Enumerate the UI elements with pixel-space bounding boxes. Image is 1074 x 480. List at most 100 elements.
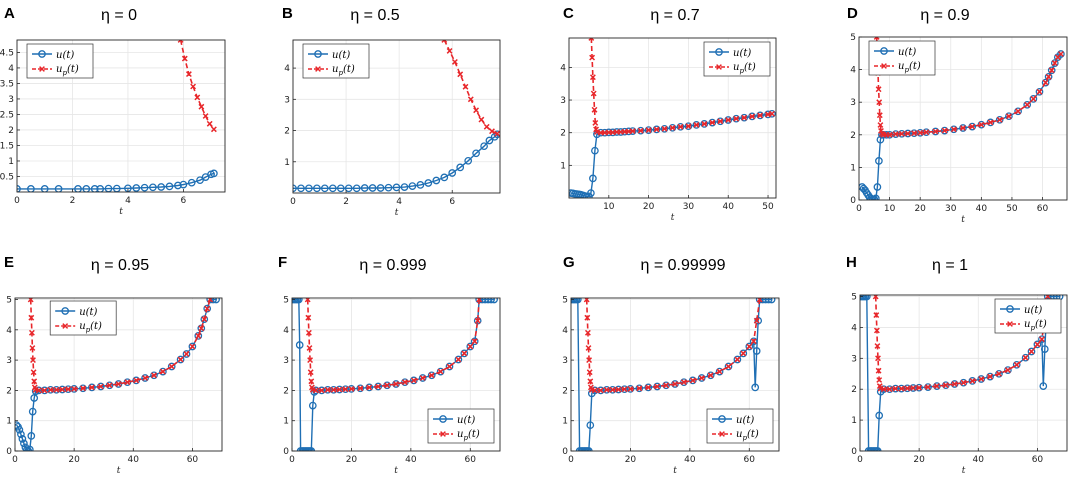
data-point-up bbox=[28, 329, 35, 336]
y-tick-label: 5 bbox=[283, 296, 289, 306]
data-point-u bbox=[392, 183, 401, 192]
data-point-u bbox=[176, 355, 185, 364]
series-line-up bbox=[585, 299, 761, 392]
panel-label: G bbox=[563, 254, 575, 271]
data-point-u bbox=[715, 367, 724, 376]
data-point-up bbox=[133, 377, 140, 384]
panel-label: B bbox=[282, 5, 293, 22]
data-point-up bbox=[680, 379, 687, 386]
data-point-u bbox=[445, 362, 454, 371]
x-axis-label: t bbox=[671, 213, 675, 223]
data-point-u bbox=[22, 446, 31, 451]
data-point-up bbox=[201, 316, 208, 323]
axes-box bbox=[292, 39, 501, 194]
data-point-up bbox=[996, 370, 1002, 377]
x-axis-label: t bbox=[961, 215, 965, 225]
legend-marker-u bbox=[715, 48, 723, 56]
axes-box bbox=[16, 39, 226, 193]
data-point-up bbox=[106, 382, 113, 389]
legend-box bbox=[994, 298, 1062, 334]
data-point-u bbox=[1047, 66, 1056, 75]
y-tick-label: 4 bbox=[851, 323, 857, 333]
panel-title: η = 0.7 bbox=[650, 7, 699, 24]
data-point-up bbox=[305, 329, 312, 336]
data-point-up bbox=[35, 387, 42, 394]
legend-marker-up bbox=[315, 66, 321, 72]
data-point-u bbox=[749, 337, 758, 346]
data-point-up bbox=[446, 363, 453, 370]
data-point-u bbox=[150, 371, 158, 380]
data-point-u bbox=[408, 182, 417, 190]
data-point-up bbox=[1045, 73, 1052, 80]
data-point-up bbox=[29, 345, 36, 351]
x-tick-label: 40 bbox=[128, 455, 140, 465]
data-point-up bbox=[159, 368, 166, 375]
data-point-up bbox=[685, 123, 692, 130]
data-point-up bbox=[740, 350, 747, 357]
data-point-up bbox=[645, 127, 652, 134]
data-point-up bbox=[876, 99, 883, 106]
data-point-u bbox=[440, 173, 449, 182]
y-tick-label: 4 bbox=[283, 326, 289, 336]
data-point-u bbox=[716, 117, 725, 126]
x-tick-label: 20 bbox=[914, 204, 926, 214]
data-point-up bbox=[1005, 113, 1012, 120]
y-tick-label: 0.5 bbox=[0, 172, 14, 182]
data-point-up bbox=[746, 343, 753, 350]
data-point-up bbox=[401, 379, 408, 386]
data-point-up bbox=[589, 54, 596, 61]
data-point-u bbox=[873, 183, 882, 191]
y-tick-label: 1 bbox=[283, 417, 289, 427]
data-point-up bbox=[916, 384, 923, 391]
data-point-u bbox=[79, 384, 87, 393]
data-point-up bbox=[198, 325, 205, 332]
data-point-up bbox=[308, 378, 315, 385]
data-point-u bbox=[165, 182, 174, 191]
x-tick-label: 4 bbox=[125, 196, 131, 206]
data-point-up bbox=[898, 385, 905, 392]
data-point-u bbox=[472, 149, 480, 158]
data-point-up bbox=[872, 295, 879, 300]
legend: u(t) up(t) bbox=[994, 298, 1062, 334]
data-point-u bbox=[732, 114, 741, 123]
panel-label: F bbox=[278, 254, 287, 271]
axes-box bbox=[570, 297, 780, 452]
data-point-u bbox=[464, 156, 473, 165]
legend: u(t) up(t) bbox=[706, 408, 774, 444]
legend-marker-u bbox=[718, 415, 726, 423]
legend-marker-up bbox=[881, 63, 887, 69]
y-tick-label: 0 bbox=[850, 196, 856, 206]
data-point-up bbox=[1048, 67, 1055, 74]
data-point-up bbox=[615, 386, 622, 393]
data-point-u bbox=[676, 122, 685, 131]
data-point-up bbox=[942, 382, 949, 389]
data-point-u bbox=[15, 425, 24, 434]
data-point-up bbox=[911, 130, 918, 137]
data-point-up bbox=[1015, 108, 1022, 115]
legend-label: up(t) bbox=[1024, 319, 1047, 332]
data-point-u bbox=[140, 183, 149, 192]
series-line-up bbox=[179, 40, 215, 130]
data-point-up bbox=[707, 372, 714, 379]
panel-label: E bbox=[4, 254, 14, 271]
data-point-up bbox=[876, 112, 883, 119]
data-point-up bbox=[198, 103, 205, 110]
x-tick-label: 60 bbox=[465, 455, 477, 465]
data-point-u bbox=[384, 183, 393, 192]
data-point-up bbox=[637, 127, 644, 134]
y-tick-label: 1 bbox=[6, 417, 12, 427]
data-point-u bbox=[1057, 50, 1065, 58]
axes-box bbox=[858, 36, 1068, 201]
axes-box bbox=[291, 297, 501, 452]
data-point-up bbox=[978, 121, 985, 128]
x-tick-label: 10 bbox=[603, 202, 615, 212]
data-point-up bbox=[960, 125, 966, 131]
data-point-up bbox=[1042, 79, 1049, 86]
data-point-up bbox=[892, 131, 899, 138]
data-point-up bbox=[384, 382, 391, 389]
data-point-up bbox=[904, 130, 911, 137]
data-point-up bbox=[1034, 341, 1041, 348]
data-point-u bbox=[96, 185, 105, 192]
